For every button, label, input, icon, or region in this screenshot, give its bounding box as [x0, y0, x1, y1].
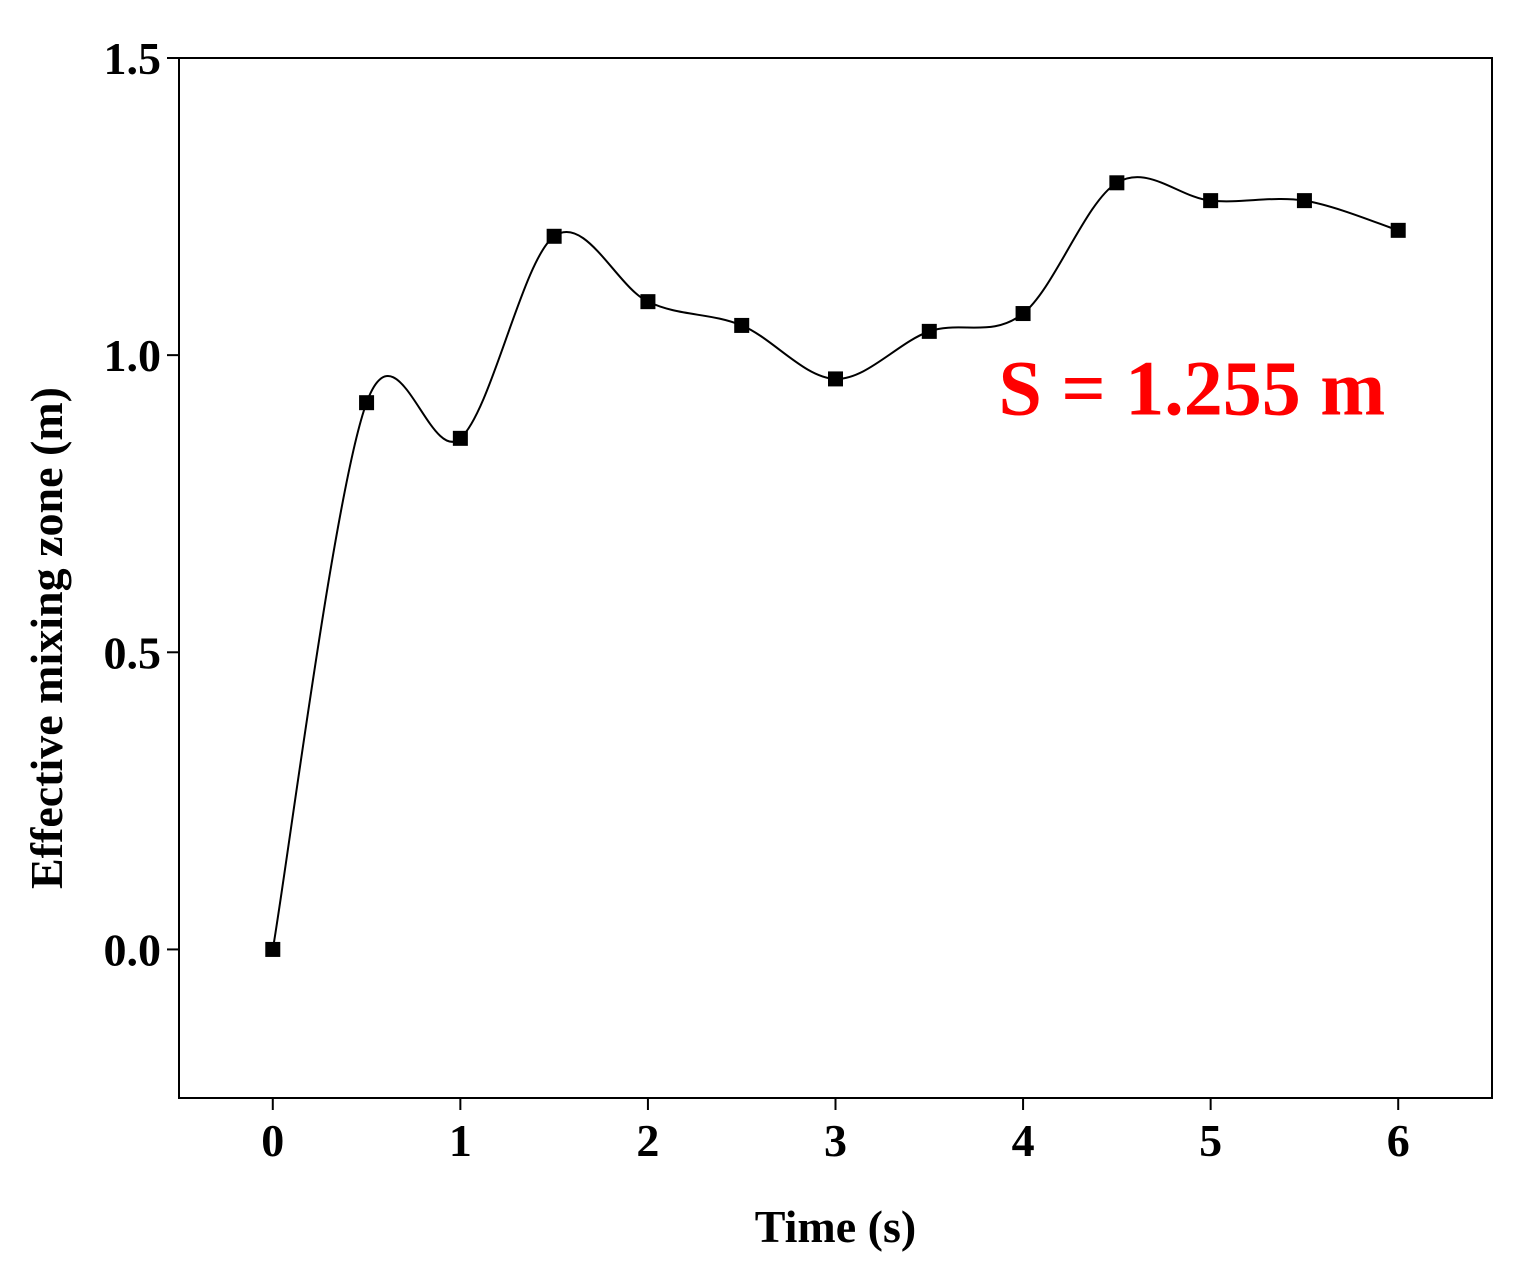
data-point-7 — [921, 323, 937, 339]
x-axis-label: Time (s) — [755, 1201, 916, 1252]
y-tick-label-0: 0.0 — [104, 924, 162, 975]
plot-frame — [178, 57, 1493, 1099]
y-tick-label-1: 0.5 — [104, 627, 162, 678]
data-point-12 — [1390, 222, 1406, 238]
y-tick-label-2: 1.0 — [104, 330, 162, 381]
x-tick-label-6: 6 — [1387, 1115, 1410, 1166]
data-point-11 — [1296, 193, 1312, 209]
data-point-3 — [546, 228, 562, 244]
x-tick-label-2: 2 — [636, 1115, 659, 1166]
y-axis-label: Effective mixing zone (m) — [21, 387, 72, 889]
x-axis-ticks: 0 1 2 3 4 5 6 — [261, 1098, 1410, 1166]
data-point-2 — [452, 430, 468, 446]
data-point-8 — [1015, 306, 1031, 322]
x-tick-label-0: 0 — [261, 1115, 284, 1166]
y-axis-ticks: 0.0 0.5 1.0 1.5 — [104, 33, 179, 975]
x-tick-label-5: 5 — [1199, 1115, 1222, 1166]
x-tick-label-4: 4 — [1012, 1115, 1035, 1166]
data-point-0 — [265, 941, 281, 957]
data-point-1 — [359, 395, 375, 411]
y-tick-label-3: 1.5 — [104, 33, 162, 84]
data-point-4 — [640, 294, 656, 310]
data-point-6 — [828, 371, 843, 387]
data-point-9 — [1109, 175, 1125, 191]
x-tick-label-1: 1 — [449, 1115, 472, 1166]
x-tick-label-3: 3 — [824, 1115, 847, 1166]
series-line — [271, 176, 1399, 950]
annotation-label: S = 1.255 m — [998, 345, 1385, 432]
data-point-10 — [1203, 193, 1219, 209]
data-markers — [265, 175, 1406, 957]
data-point-5 — [734, 317, 750, 333]
